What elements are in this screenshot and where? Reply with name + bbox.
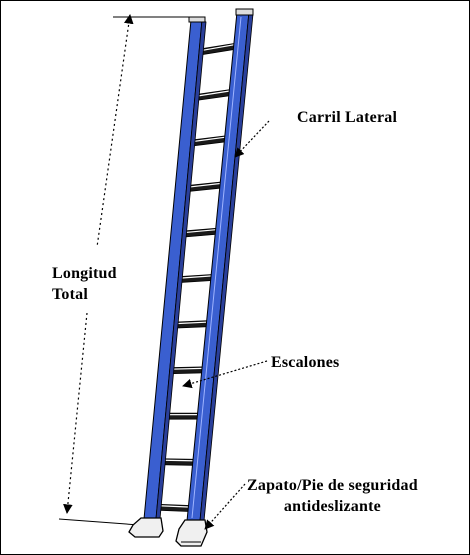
rungs-arrow [182, 360, 268, 389]
left-rail-cap [188, 16, 206, 23]
safety-shoe-label: Zapato/Pie de seguridad antideslizante [247, 475, 418, 517]
total-length-label-line2: Total [52, 286, 88, 303]
dimension-line-upper [96, 14, 134, 248]
safety-shoes [128, 517, 208, 547]
right-rail-cap [235, 8, 254, 16]
callout-arrows [182, 120, 270, 530]
rungs-label: Escalones [271, 354, 340, 371]
right-rail-side [199, 11, 254, 522]
total-length-label: Longitud Total [52, 263, 117, 305]
total-length-label-line1: Longitud [52, 265, 117, 282]
left-shoe [128, 517, 164, 538]
safety-shoe-label-line1: Zapato/Pie de seguridad [247, 477, 418, 494]
right-rail-highlight [191, 16, 242, 519]
side-rail-label: Carril Lateral [297, 109, 398, 126]
dimension-line-lower [63, 312, 88, 514]
left-rail-face [143, 19, 203, 520]
dimension-bottom-extension [58, 518, 140, 526]
shoe-arrow [204, 483, 246, 530]
total-length-dimension [58, 14, 196, 526]
safety-shoe-label-line2: antideslizante [283, 498, 381, 515]
rail-arrow [234, 120, 270, 158]
